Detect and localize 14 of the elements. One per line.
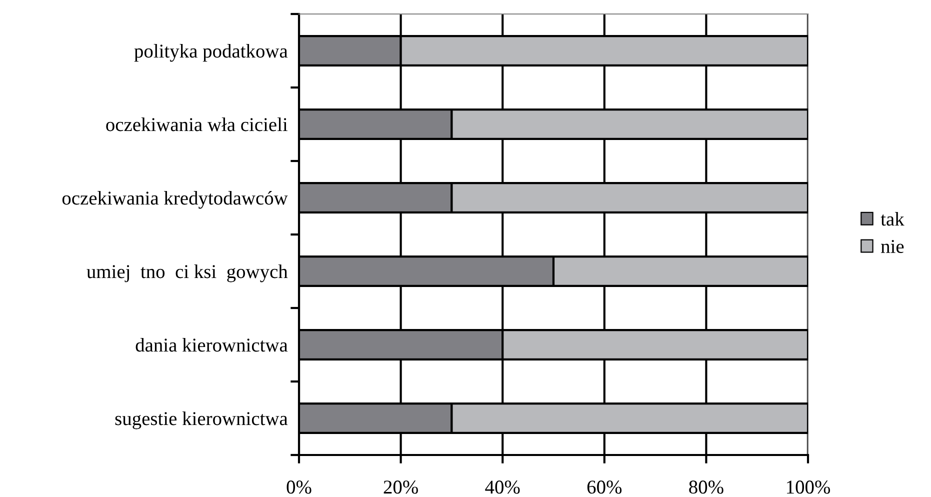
x-tick-label: 80%	[689, 480, 724, 494]
y-tick-label: dania kierownictwa	[136, 338, 288, 352]
x-tick-label: 60%	[587, 480, 622, 494]
legend-label: tak	[880, 212, 904, 226]
legend-label: nie	[881, 240, 904, 254]
y-tick-label: oczekiwania kredytodawców	[62, 190, 288, 209]
x-tick-label: 100%	[787, 480, 830, 494]
y-tick-label: oczekiwania wła cicieli	[106, 118, 288, 132]
x-tick-label: 40%	[485, 480, 520, 494]
y-tick-label: polityka podatkowa	[134, 44, 288, 62]
x-tick-label: 20%	[384, 480, 418, 494]
y-tick-label: sugestie kierownictwa	[115, 412, 288, 430]
y-tick-label: umiej tno ci ksi gowych	[86, 264, 288, 282]
x-tick-label: 0%	[286, 480, 312, 494]
